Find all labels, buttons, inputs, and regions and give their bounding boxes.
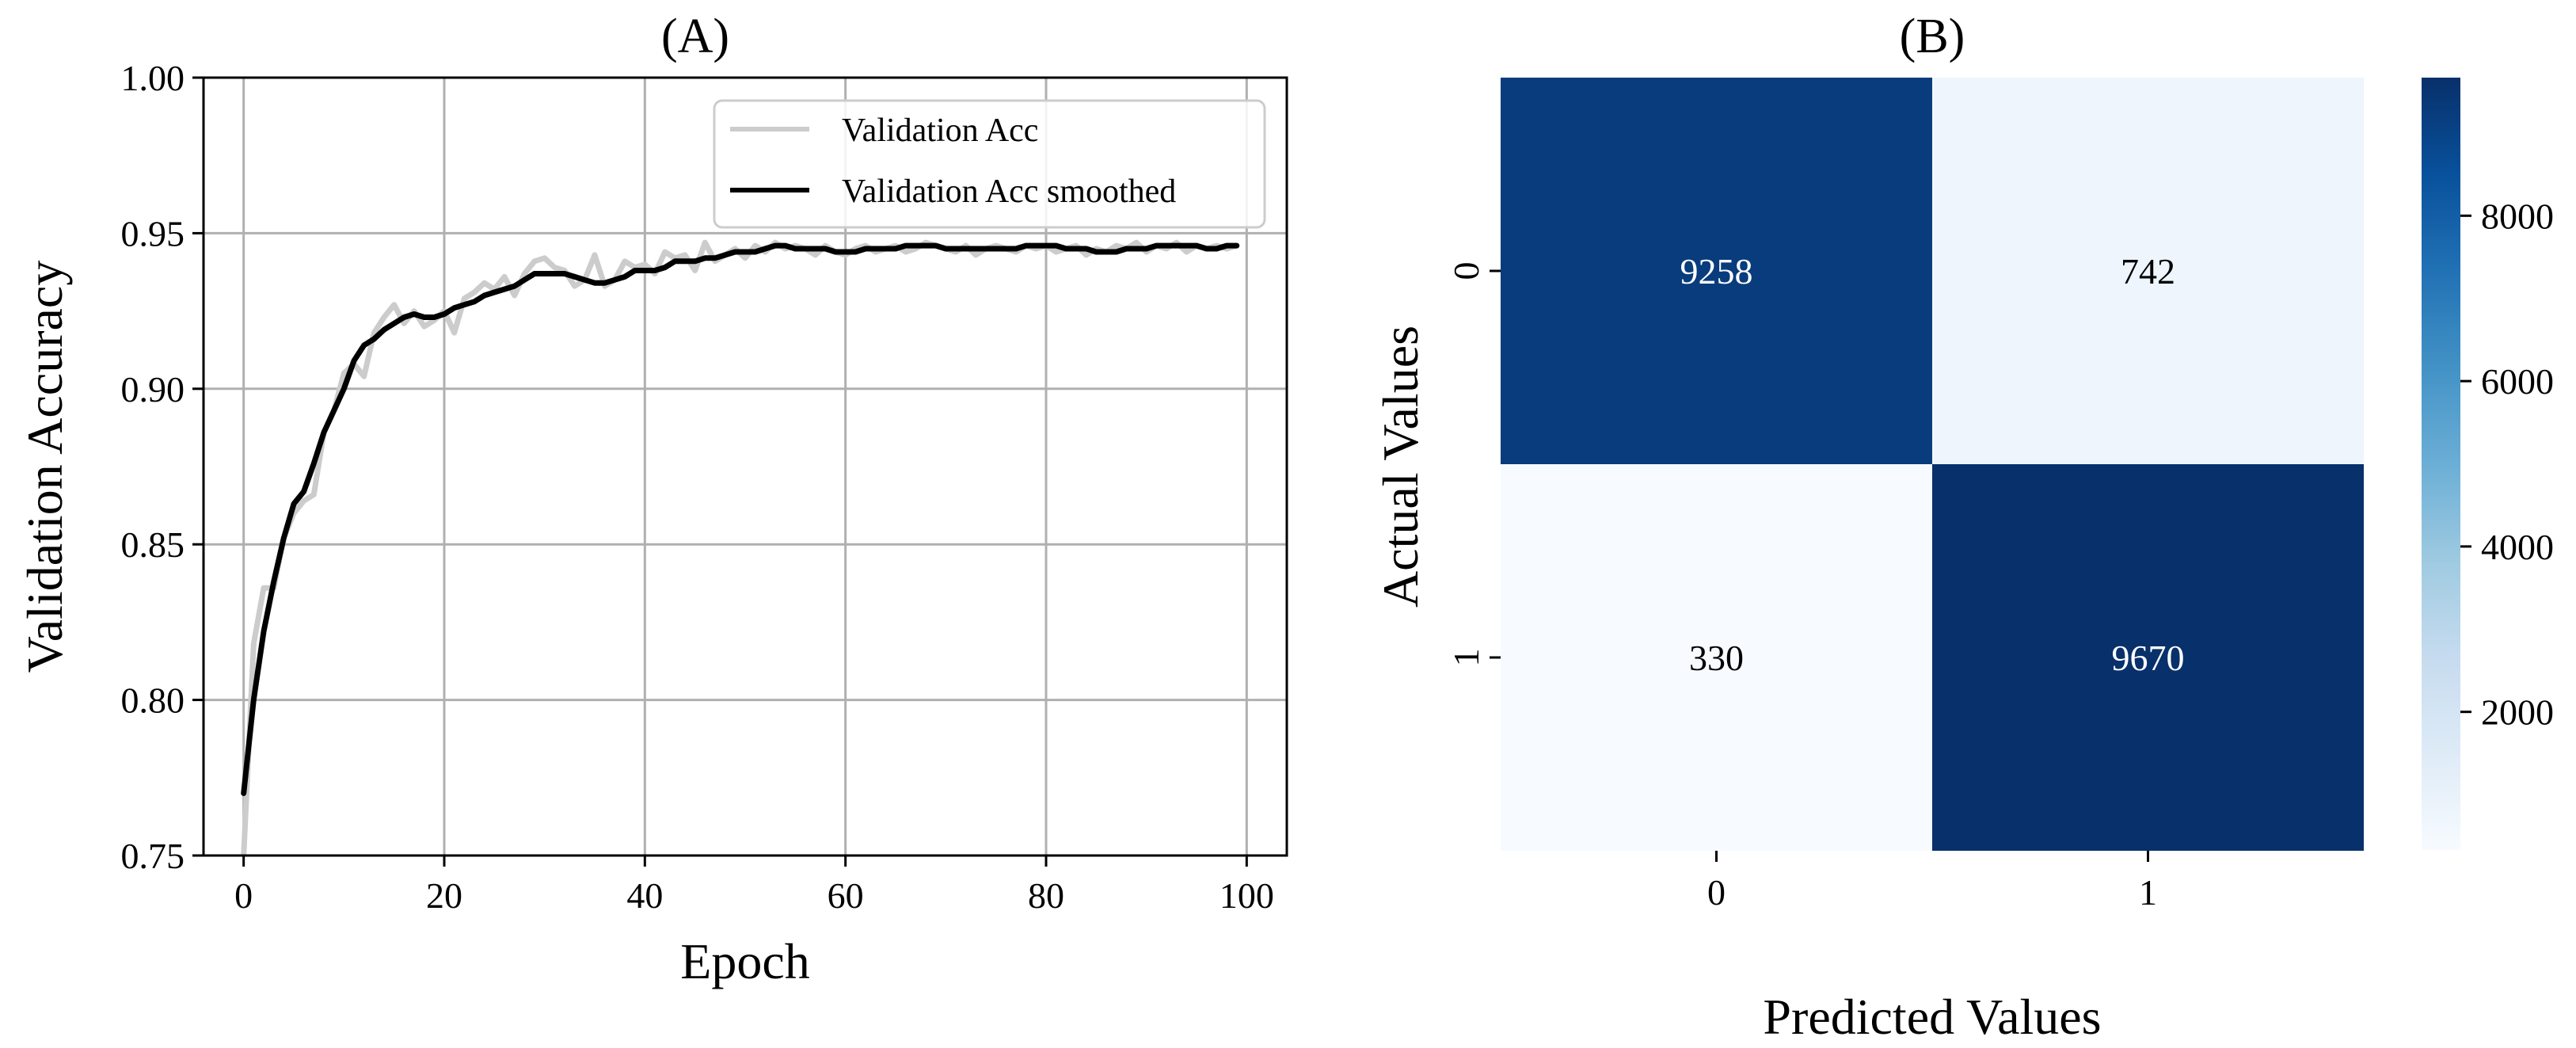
colorbar-tick-label: 6000 xyxy=(2481,361,2554,402)
heatmap-cell xyxy=(1932,78,2364,464)
colorbar-tick-label: 4000 xyxy=(2481,527,2554,567)
panel-a-legend: Validation Acc Validation Acc smoothed xyxy=(713,99,1266,229)
legend-label-validation-acc-smoothed: Validation Acc smoothed xyxy=(842,173,1176,210)
y-tick-label: 0.85 xyxy=(121,524,185,565)
panel-b-heatmap: (B) 9258 742 330 9670 0 1 0 1 Predicted Values… xyxy=(1372,10,2554,1045)
panel-a-axes-frame xyxy=(202,76,1288,857)
panel-a-series xyxy=(241,239,1240,856)
heatmap-cell xyxy=(1501,464,1932,851)
panel-a-x-ticks: 0 20 40 60 80 100 xyxy=(234,856,1274,916)
series-line-validation-acc xyxy=(241,239,1240,856)
x-tick-label: 40 xyxy=(626,875,663,916)
heatmap-cell-value: 742 xyxy=(2121,251,2175,292)
x-tick-label: 100 xyxy=(1220,875,1274,916)
y-tick-label: 0.75 xyxy=(121,836,185,876)
series-line-validation-acc-smoothed xyxy=(241,242,1240,796)
panel-b-ticks: 0 1 0 1 xyxy=(1446,262,2157,913)
x-tick-label: 60 xyxy=(828,875,864,916)
y-tick-label: 0.95 xyxy=(121,213,185,253)
x-tick-label: 0 xyxy=(1707,872,1726,913)
x-tick-label: 20 xyxy=(426,875,462,916)
colorbar-tick-label: 2000 xyxy=(2481,692,2554,733)
y-tick-label: 1 xyxy=(1446,649,1486,667)
x-tick-label: 80 xyxy=(1028,875,1064,916)
panel-b-cells: 9258 742 330 9670 xyxy=(1501,78,2364,851)
heatmap-cell-value: 9258 xyxy=(1680,251,1753,292)
colorbar-ticks: 2000 4000 6000 8000 xyxy=(2460,196,2554,733)
heatmap-cell xyxy=(1932,464,2364,851)
panel-a-y-ticks: 0.75 0.80 0.85 0.90 0.95 1.00 xyxy=(121,58,204,876)
legend-label-validation-acc: Validation Acc xyxy=(842,112,1038,149)
legend-frame xyxy=(713,99,1266,229)
y-tick-label: 0 xyxy=(1446,262,1486,280)
panel-a-x-axis-label: Epoch xyxy=(680,933,810,989)
heatmap-cell-value: 330 xyxy=(1689,638,1744,678)
panel-a-line-chart: (A) 0 20 40 60 80 100 0.75 0.80 0.85 0.90 0.95 1.0… xyxy=(17,10,1288,989)
x-tick-label: 1 xyxy=(2139,872,2157,913)
panel-b-x-axis-label: Predicted Values xyxy=(1763,989,2101,1045)
colorbar-tick-label: 8000 xyxy=(2481,196,2554,236)
panel-a-title: (A) xyxy=(661,10,729,63)
panel-b-y-axis-label: Actual Values xyxy=(1372,326,1429,608)
y-tick-label: 1.00 xyxy=(121,58,185,98)
panel-b-title: (B) xyxy=(1900,10,1965,63)
y-tick-label: 0.80 xyxy=(121,680,185,721)
colorbar-gradient xyxy=(2422,78,2460,850)
heatmap-cell-value: 9670 xyxy=(2112,638,2185,678)
colorbar: 2000 4000 6000 8000 xyxy=(2422,78,2554,850)
x-tick-label: 0 xyxy=(234,875,253,916)
y-tick-label: 0.90 xyxy=(121,369,185,410)
heatmap-cell xyxy=(1501,78,1932,464)
panel-a-y-axis-label: Validation Accuracy xyxy=(17,261,73,673)
